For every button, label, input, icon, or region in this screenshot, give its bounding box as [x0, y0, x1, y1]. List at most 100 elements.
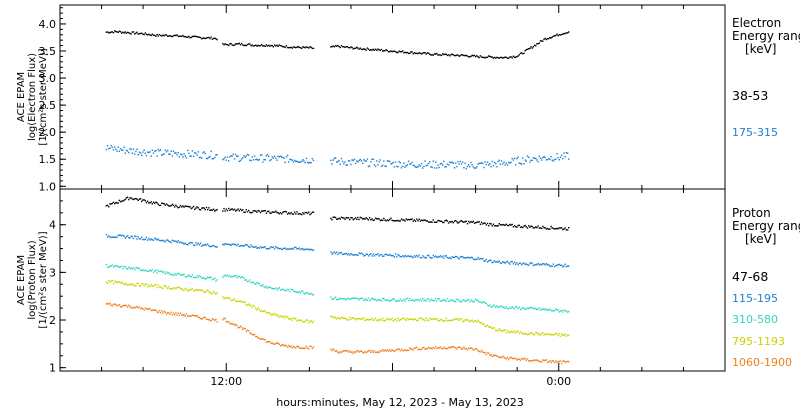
data-point	[371, 317, 373, 320]
data-point	[139, 198, 142, 200]
data-point	[484, 222, 486, 224]
data-point	[561, 33, 563, 36]
data-point	[118, 199, 121, 202]
data-point	[562, 157, 564, 160]
data-point	[364, 319, 366, 322]
data-point	[119, 234, 122, 236]
data-point	[231, 208, 233, 210]
data-point	[226, 274, 229, 276]
data-point	[365, 298, 367, 300]
data-point	[142, 269, 144, 271]
data-point	[338, 159, 340, 162]
proton-data-points	[105, 196, 570, 365]
data-point	[479, 223, 482, 225]
data-point	[369, 49, 371, 51]
data-point	[142, 283, 144, 285]
data-point	[210, 245, 212, 248]
data-point	[177, 286, 179, 288]
data-point	[556, 153, 558, 155]
data-point	[510, 356, 512, 359]
data-point	[255, 210, 257, 212]
data-point	[150, 309, 152, 312]
data-point	[370, 318, 372, 321]
data-point	[272, 312, 275, 315]
data-point	[185, 205, 188, 208]
data-point	[117, 234, 119, 236]
data-point	[414, 220, 417, 222]
data-point	[566, 334, 569, 336]
data-point	[351, 159, 353, 161]
data-point	[290, 318, 292, 320]
data-point	[398, 254, 400, 257]
data-point	[296, 160, 298, 163]
data-point	[437, 298, 439, 300]
data-point	[556, 309, 558, 311]
data-point	[124, 31, 126, 33]
data-point	[152, 239, 155, 241]
data-point	[396, 256, 398, 258]
data-point	[179, 287, 182, 290]
data-point	[380, 165, 383, 167]
data-point	[531, 360, 533, 362]
data-point	[480, 257, 483, 260]
data-point	[261, 338, 263, 340]
data-point	[371, 255, 373, 257]
data-point	[114, 30, 116, 32]
data-point	[512, 159, 515, 161]
y-tick-label: 3	[49, 266, 56, 279]
data-point	[400, 218, 403, 220]
data-point	[377, 298, 379, 301]
data-point	[216, 292, 218, 294]
data-point	[439, 220, 442, 222]
data-point	[305, 211, 308, 214]
data-point	[211, 209, 214, 211]
data-point	[391, 299, 393, 301]
data-point	[228, 44, 230, 47]
data-point	[349, 218, 351, 221]
data-point	[156, 311, 158, 313]
data-point	[544, 359, 546, 361]
data-point	[304, 47, 306, 49]
data-point	[188, 206, 190, 208]
data-point	[164, 34, 166, 36]
data-point	[310, 162, 312, 164]
data-point	[249, 159, 251, 161]
data-point	[471, 54, 473, 56]
data-point	[245, 279, 247, 281]
data-point	[444, 220, 446, 222]
data-point	[491, 56, 493, 58]
data-point	[475, 55, 477, 58]
data-point	[289, 213, 291, 215]
data-point	[546, 333, 549, 336]
data-point	[275, 342, 277, 345]
data-point	[538, 264, 540, 266]
data-point	[303, 160, 305, 162]
data-point	[531, 307, 533, 309]
data-point	[499, 163, 502, 165]
data-point	[503, 261, 505, 264]
data-point	[259, 44, 262, 47]
data-point	[430, 221, 432, 223]
data-point	[491, 306, 493, 308]
data-point	[445, 300, 447, 303]
data-point	[134, 285, 136, 287]
data-point	[466, 55, 469, 57]
data-point	[249, 304, 251, 307]
data-point	[449, 300, 451, 302]
data-point	[159, 311, 162, 314]
data-point	[308, 348, 310, 350]
data-point	[145, 33, 148, 35]
data-point	[116, 202, 118, 204]
data-point	[181, 154, 183, 156]
data-point	[116, 305, 118, 307]
legend-channel-47-68: 47-68	[732, 269, 768, 284]
data-point	[538, 42, 540, 44]
data-point	[443, 53, 445, 56]
data-point	[167, 35, 169, 37]
data-point	[202, 37, 204, 39]
data-point	[282, 156, 284, 159]
data-point	[184, 275, 186, 278]
data-point	[289, 318, 291, 320]
data-point	[379, 219, 381, 222]
data-point	[164, 285, 166, 287]
